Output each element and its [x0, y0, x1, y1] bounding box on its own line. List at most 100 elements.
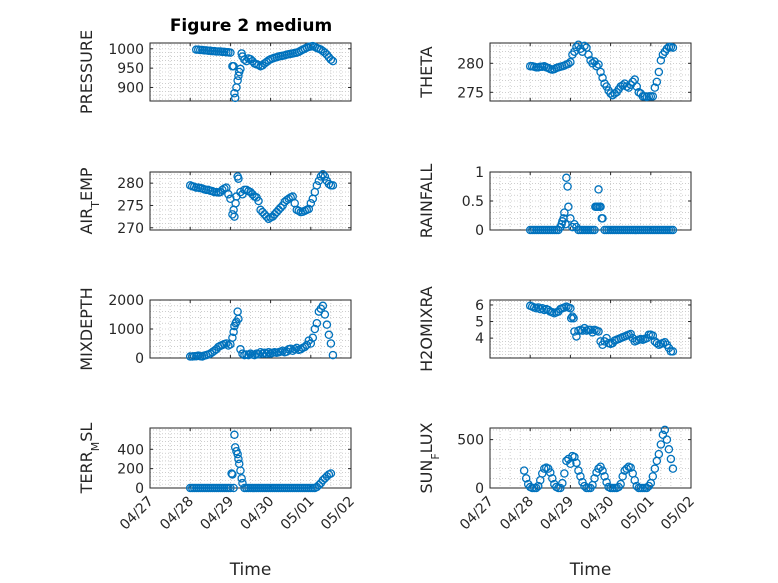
data-point [592, 61, 601, 71]
data-point [668, 225, 678, 235]
data-point [622, 464, 631, 473]
data-point [668, 464, 678, 473]
data-point [326, 339, 336, 348]
data-point [560, 208, 569, 217]
data-point [594, 60, 603, 69]
data-point [564, 59, 573, 69]
data-point [600, 472, 609, 481]
data-point [602, 333, 611, 343]
y-tick-label: 6 [475, 298, 484, 314]
data-point [316, 172, 326, 181]
data-point [306, 339, 316, 348]
data-point [312, 181, 322, 190]
data-point [572, 332, 581, 341]
data-point [228, 333, 237, 342]
axes-box [489, 42, 692, 102]
data-point [660, 425, 670, 435]
data-point [594, 185, 603, 194]
data-point [598, 214, 607, 223]
data-point [228, 470, 237, 479]
data-point [561, 219, 570, 229]
data-point [328, 350, 338, 360]
data-point [570, 327, 579, 336]
data-point [304, 204, 314, 214]
data-point [519, 466, 529, 475]
data-point [630, 476, 639, 485]
data-point [320, 310, 330, 319]
data-point [314, 176, 324, 186]
data-point [598, 73, 607, 83]
data-point [226, 483, 235, 493]
data-point [230, 212, 239, 221]
data-point [666, 454, 676, 464]
data-point [626, 463, 635, 472]
data-point [564, 202, 573, 212]
data-point [596, 202, 605, 212]
y-tick-label: 400 [117, 442, 144, 458]
data-point [262, 349, 271, 358]
data-point [548, 474, 557, 483]
data-point [598, 466, 607, 475]
data-point [326, 55, 336, 64]
data-point [233, 449, 242, 459]
y-axis-label: TERRMSL [77, 423, 102, 495]
y-tick-label: 0.5 [462, 194, 484, 210]
data-point [238, 349, 247, 358]
data-point [533, 481, 543, 491]
y-tick-label: 200 [117, 462, 144, 478]
data-point [237, 474, 246, 483]
data-point [556, 483, 565, 493]
data-point [531, 483, 541, 493]
data-point [227, 469, 236, 478]
data-point [566, 313, 576, 323]
data-point [664, 445, 674, 454]
data-point [521, 474, 531, 483]
y-tick-label: 4 [475, 331, 484, 347]
data-point [224, 190, 233, 199]
y-axis-label: RAINFALL [417, 164, 436, 239]
data-point [562, 173, 571, 183]
y-tick-label: 0 [135, 351, 144, 367]
y-tick-label: 950 [117, 61, 144, 77]
data-point [654, 67, 664, 77]
y-axis-label: MIXDEPTH [77, 287, 96, 370]
data-point [230, 89, 239, 98]
y-tick-label: 1000 [108, 322, 144, 338]
axes-4: 0 0.5 1 RAINFALL [417, 164, 692, 239]
data-point [546, 468, 555, 477]
data-point [602, 82, 611, 91]
data-point [240, 55, 249, 64]
y-tick-label: 0 [135, 481, 144, 497]
data-point [234, 174, 243, 183]
data-point [654, 449, 664, 459]
data-point [310, 324, 320, 334]
data-point [566, 57, 575, 67]
axes-box [489, 299, 692, 359]
data-point [322, 320, 332, 329]
data-point [236, 64, 245, 74]
data-point [229, 327, 238, 337]
axes-box [149, 42, 352, 102]
data-point [656, 56, 666, 65]
data-point [558, 478, 567, 488]
y-tick-label: 280 [117, 176, 144, 192]
y-tick-label: 500 [457, 433, 484, 449]
data-point [226, 48, 235, 57]
data-point [588, 328, 597, 337]
data-point [626, 329, 635, 339]
data-point [569, 313, 578, 323]
data-point [656, 440, 666, 449]
data-point [594, 464, 603, 473]
data-point [312, 318, 322, 328]
axes-1: 900 950 1000 PRESSURE [77, 30, 352, 114]
y-axis-label: H2OMIXRA [417, 286, 436, 372]
data-point [256, 347, 265, 357]
data-point [324, 179, 334, 189]
data-point [276, 203, 285, 212]
y-tick-label: 0 [475, 481, 484, 497]
y-tick-label: 0 [475, 223, 484, 239]
data-point [594, 327, 603, 336]
data-point [566, 459, 575, 469]
y-tick-label: 5 [475, 315, 484, 331]
